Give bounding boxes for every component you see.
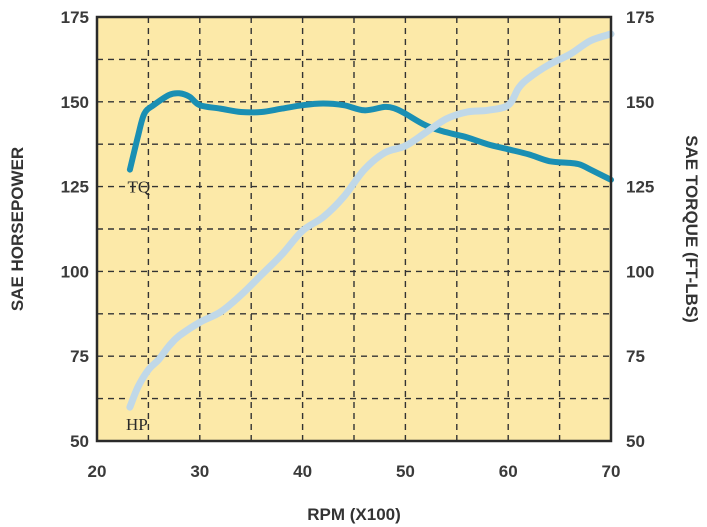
y-tick-label-left: 50 (70, 432, 89, 451)
y-tick-label-right: 100 (626, 262, 654, 281)
y-tick-label-right: 175 (626, 8, 654, 27)
y-tick-label-right: 150 (626, 93, 654, 112)
curve-label-hp: HP (126, 415, 148, 434)
y-tick-label-right: 125 (626, 178, 654, 197)
tick-labels: 20 30 40 50 60 70 50 75 100 125 150 175 50 75 100 125 15… (61, 8, 655, 481)
y-tick-label-left: 100 (61, 262, 89, 281)
x-tick-label: 30 (190, 462, 209, 481)
x-tick-label: 60 (499, 462, 518, 481)
x-tick-label: 40 (293, 462, 312, 481)
x-tick-label: 50 (396, 462, 415, 481)
series-lines (126, 30, 615, 411)
y-axis-right-title: SAE TORQUE (FT-LBS) (682, 135, 701, 323)
y-tick-label-left: 175 (61, 8, 89, 27)
y-tick-label-left: 125 (61, 178, 89, 197)
y-axis-left-title: SAE HORSEPOWER (8, 147, 27, 311)
series-line-hp (126, 30, 615, 411)
x-tick-label: 20 (88, 462, 107, 481)
x-tick-label: 70 (602, 462, 621, 481)
series-line-tq (126, 90, 614, 183)
x-axis-title: RPM (X100) (307, 505, 401, 524)
y-tick-label-left: 75 (70, 347, 89, 366)
y-tick-label-right: 50 (626, 432, 645, 451)
curve-labels: TQ HP (126, 178, 150, 434)
plot-frame (95, 15, 613, 443)
curve-label-tq: TQ (128, 178, 151, 197)
y-tick-label-left: 150 (61, 93, 89, 112)
y-tick-label-right: 75 (626, 347, 645, 366)
